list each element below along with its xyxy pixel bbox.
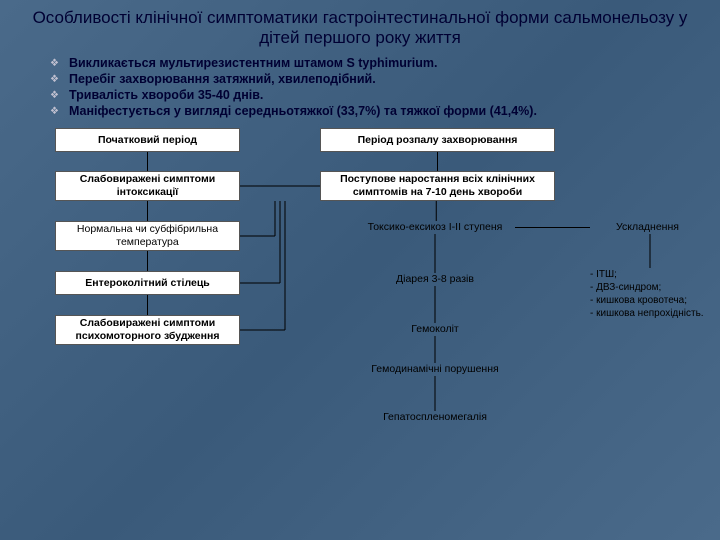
bullet-list: ❖ Викликається мультирезистентним штамом …: [0, 52, 720, 128]
node-n7: Поступове наростання всіх клінічних симп…: [320, 171, 555, 201]
node-n2: Слабовиражені симптоми інтоксикації: [55, 171, 240, 201]
bullet-text: Маніфестується у вигляді середньотяжкої …: [69, 104, 537, 118]
page-title: Особливості клінічної симптоматики гастр…: [0, 0, 720, 52]
node-n3: Нормальна чи субфібрильна температура: [55, 221, 240, 251]
bullet-icon: ❖: [50, 106, 59, 117]
node-n1: Початковий період: [55, 128, 240, 152]
node-n6: Період розпалу захворювання: [320, 128, 555, 152]
bullet-icon: ❖: [50, 90, 59, 101]
node-n11: Гемодинамічні порушення: [355, 363, 515, 376]
bullet-item: ❖ Викликається мультирезистентним штамом …: [50, 56, 690, 70]
node-n13: Ускладнення: [590, 221, 705, 234]
bullet-text: Перебіг захворювання затяжний, хвилеподі…: [69, 72, 376, 86]
flowchart: Початковий період Слабовиражені симптоми …: [0, 128, 720, 528]
bullet-text: Викликається мультирезистентним штамом S…: [69, 56, 437, 70]
bullet-icon: ❖: [50, 58, 59, 69]
node-n8: Токсико-ексикоз І-ІІ ступеня: [355, 221, 515, 234]
bullet-item: ❖ Перебіг захворювання затяжний, хвилепод…: [50, 72, 690, 86]
bullet-icon: ❖: [50, 74, 59, 85]
node-n14: - ІТШ;- ДВЗ-синдром;- кишкова кровотеча;…: [590, 268, 715, 320]
node-n9: Діарея 3-8 разів: [355, 273, 515, 286]
node-n12: Гепатоспленомегалія: [355, 411, 515, 424]
node-n4: Ентероколітний стілець: [55, 271, 240, 295]
bullet-text: Тривалість хвороби 35-40 днів.: [69, 88, 263, 102]
node-n5: Слабовиражені симптоми психомоторного зб…: [55, 315, 240, 345]
bullet-item: ❖ Маніфестується у вигляді середньотяжкої…: [50, 104, 690, 118]
bullet-item: ❖ Тривалість хвороби 35-40 днів.: [50, 88, 690, 102]
node-n10: Гемоколіт: [355, 323, 515, 336]
